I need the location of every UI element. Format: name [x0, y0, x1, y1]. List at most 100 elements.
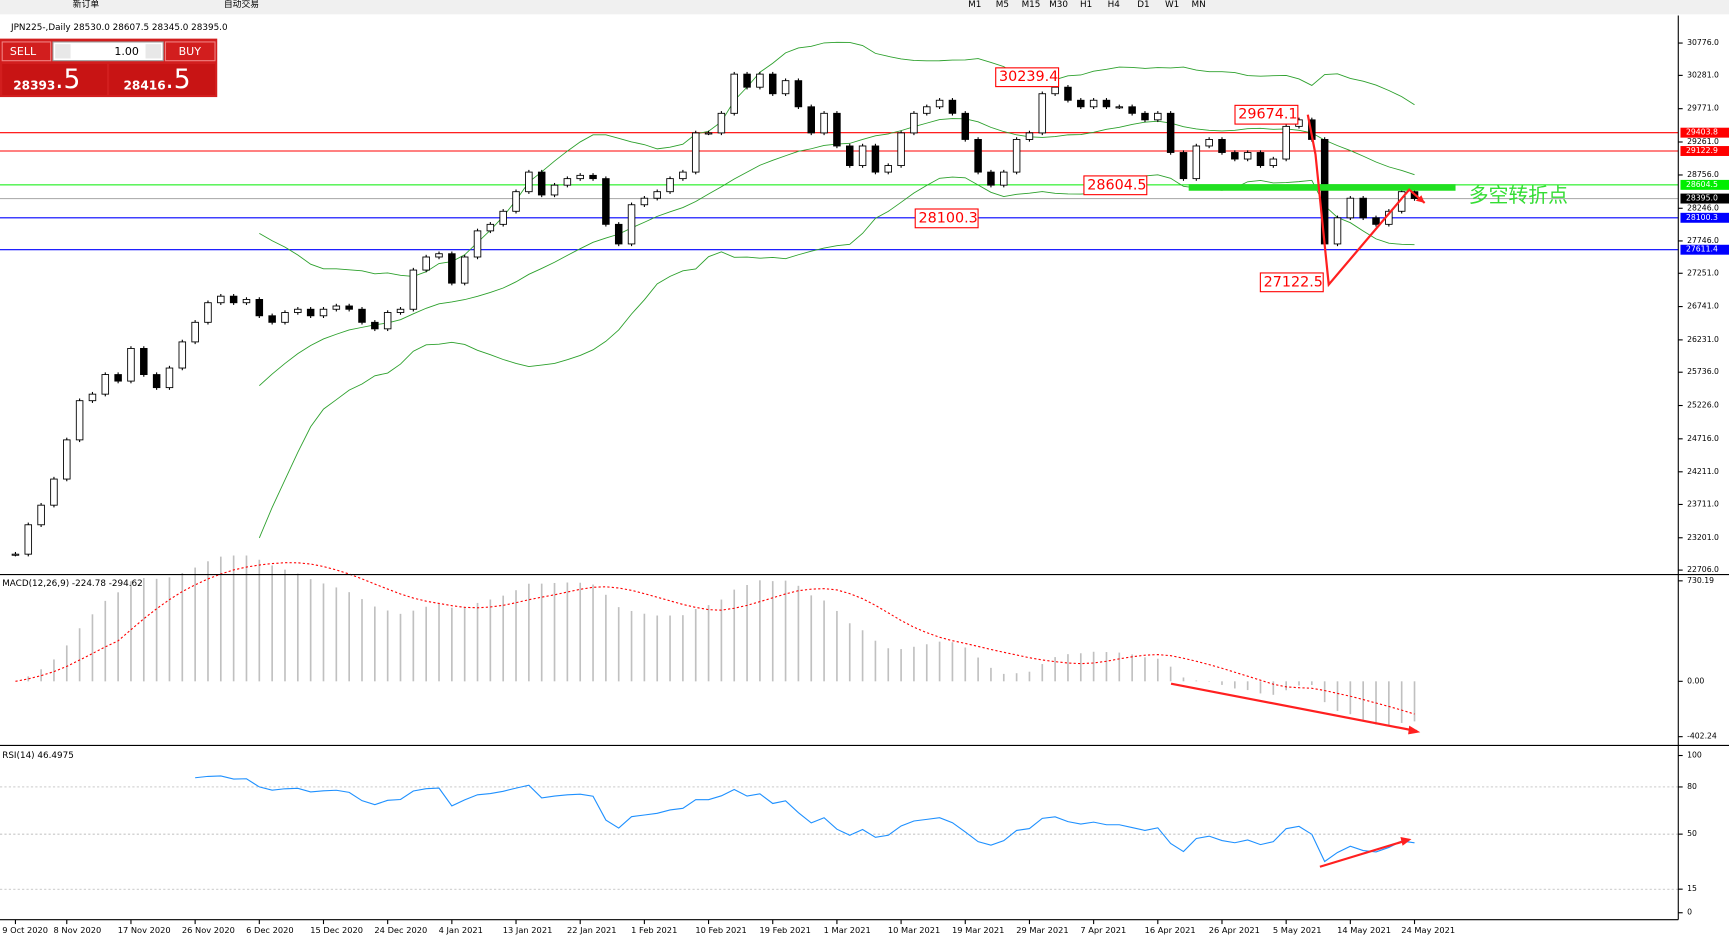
candle	[1154, 112, 1162, 121]
timeframe-button[interactable]: MN	[1192, 0, 1206, 10]
candle	[1089, 99, 1098, 108]
candle	[679, 171, 687, 180]
y-tick-label: 22706.0	[1687, 565, 1719, 574]
y-tick-label: 0	[1687, 908, 1692, 917]
candle	[794, 80, 803, 108]
y-tick-label: 27746.0	[1687, 236, 1719, 245]
annotation-box	[914, 208, 979, 229]
level-tag	[1680, 244, 1729, 255]
y-tick-label: 23201.0	[1687, 533, 1719, 542]
candle	[576, 174, 584, 180]
candle	[358, 308, 366, 323]
candle	[691, 132, 700, 173]
indicator-label: MACD(12,26,9) -224.78 -294.62	[2, 579, 143, 589]
candle	[1064, 86, 1072, 101]
timeframe-button[interactable]: W1	[1165, 0, 1179, 10]
timeframe-button[interactable]: M5	[996, 0, 1009, 10]
candle	[127, 347, 135, 382]
timeframe-button[interactable]: H1	[1080, 0, 1092, 10]
candle	[281, 312, 289, 323]
x-tick-label: 8 Nov 2020	[54, 925, 102, 935]
candle	[294, 308, 302, 313]
candle	[114, 374, 122, 382]
candle	[24, 524, 33, 555]
candle	[666, 178, 674, 193]
candle	[858, 145, 867, 167]
candle	[871, 145, 880, 173]
lot-up[interactable]	[145, 44, 161, 59]
trend-arrow	[1306, 114, 1426, 288]
sell-label[interactable]: SELL	[10, 45, 37, 58]
toolbar-button[interactable]: 新订单	[73, 0, 100, 10]
buy-button[interactable]	[164, 41, 216, 62]
timeframe-button[interactable]: M30	[1049, 0, 1068, 10]
candle	[743, 73, 751, 88]
annotation-box	[995, 67, 1060, 88]
y-tick-label: 29261.0	[1687, 137, 1719, 146]
candle	[1166, 112, 1175, 153]
lot-down[interactable]	[55, 44, 71, 59]
candle	[371, 321, 379, 330]
sell-price[interactable]: 28393	[13, 79, 55, 93]
x-tick-label: 5 May 2021	[1273, 925, 1322, 935]
x-tick-label: 1 Mar 2021	[824, 925, 871, 935]
candle	[435, 253, 443, 258]
sell-price-box[interactable]	[2, 63, 107, 95]
timeframe-button[interactable]: H4	[1108, 0, 1121, 10]
y-tick-label: 29771.0	[1687, 104, 1719, 113]
x-tick-label: 24 May 2021	[1401, 925, 1455, 935]
y-tick-label: 24716.0	[1687, 434, 1719, 443]
candle	[756, 73, 764, 88]
timeframe-button[interactable]: D1	[1137, 0, 1149, 10]
buy-price[interactable]: 28416	[124, 79, 166, 93]
level-label: 28395.0	[1686, 194, 1718, 203]
x-tick-label: 10 Mar 2021	[888, 925, 940, 935]
sell-button[interactable]	[1, 41, 52, 62]
buy-label[interactable]: BUY	[179, 45, 202, 58]
candle	[1372, 217, 1380, 225]
y-tick-label: 30776.0	[1687, 38, 1719, 47]
lot-value[interactable]: 1.00	[114, 45, 139, 58]
candle	[807, 106, 815, 134]
chart-title: JPN225-,Daily 28530.0 28607.5 28345.0 28…	[10, 23, 228, 33]
candle	[383, 312, 392, 330]
candle	[935, 99, 944, 108]
candle	[178, 341, 187, 369]
y-tick-label: 0.00	[1687, 676, 1704, 685]
candle	[640, 197, 649, 206]
y-tick-label: -402.24	[1687, 732, 1717, 741]
buy-price-box[interactable]	[109, 63, 216, 95]
timeframe-button[interactable]: M15	[1022, 0, 1041, 10]
candle	[897, 132, 905, 167]
candle	[332, 305, 341, 310]
candle	[614, 223, 623, 245]
toolbar-button[interactable]: 自动交易	[224, 0, 259, 10]
y-tick-label: 24211.0	[1687, 467, 1719, 476]
candle	[191, 321, 199, 343]
candle	[1192, 145, 1201, 180]
x-tick-label: 26 Apr 2021	[1209, 925, 1260, 935]
x-tick-label: 22 Jan 2021	[567, 925, 617, 935]
candle	[550, 184, 559, 196]
candle	[948, 99, 957, 114]
candle	[217, 295, 225, 304]
toolbar	[0, 0, 1729, 15]
candle	[88, 393, 97, 402]
sell-fraction[interactable]: .5	[55, 64, 80, 95]
buy-fraction[interactable]: .5	[165, 64, 190, 95]
arrow-head	[1415, 195, 1425, 203]
candle	[717, 112, 726, 134]
timeframe-button[interactable]: M1	[968, 0, 981, 10]
candle	[396, 308, 405, 313]
y-tick-label: 27251.0	[1687, 268, 1719, 277]
candle	[165, 367, 174, 389]
candle	[1346, 197, 1355, 219]
lot-input[interactable]	[52, 41, 164, 62]
candle	[1359, 197, 1367, 219]
candle	[1128, 106, 1136, 114]
candle	[1243, 152, 1252, 160]
candle	[486, 223, 495, 232]
annotation: 28604.5	[1087, 177, 1146, 193]
